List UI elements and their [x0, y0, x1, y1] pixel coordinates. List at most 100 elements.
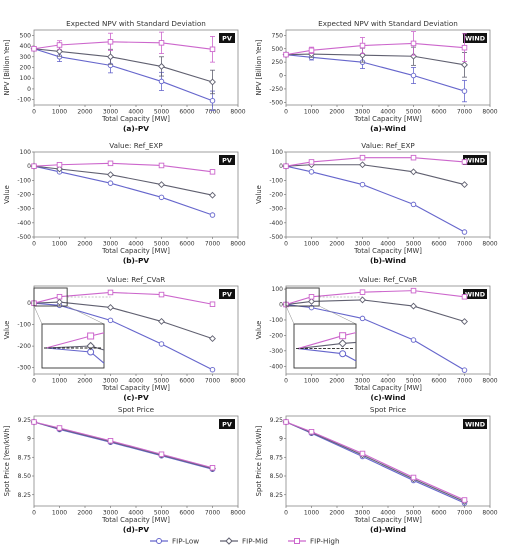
plot-frame	[285, 415, 491, 507]
data-point-high	[107, 160, 114, 167]
data-point-low	[107, 317, 114, 324]
data-point-high	[56, 42, 63, 48]
x-tick-label: 6000	[431, 109, 446, 116]
y-tick-label: -100	[17, 322, 31, 329]
data-point-mid	[359, 161, 366, 169]
y-tick-label: 8.50	[270, 473, 284, 480]
data-point-mid	[461, 181, 468, 189]
zoom-connector	[285, 305, 295, 325]
x-tick-label: 6000	[431, 241, 446, 248]
region-badge-label: WIND	[465, 35, 485, 43]
chart-spot-pv: 0 1000 2000 3000 4000 5000 6000 7000 8000 8.25 8.5…	[3, 405, 246, 534]
x-tick-label: 8000	[482, 109, 497, 116]
x-tick-label: 5000	[406, 378, 421, 385]
data-point-high	[461, 294, 468, 300]
x-tick-label: 5000	[154, 378, 169, 385]
y-tick-label: 9.25	[270, 417, 284, 424]
plot-frame	[285, 29, 491, 106]
data-point-high	[107, 289, 114, 296]
x-tick-label: 5000	[406, 510, 421, 517]
legend-label: FIP-High	[310, 537, 340, 546]
panel-caption: (d)-Wind	[370, 525, 406, 534]
region-badge	[463, 155, 487, 165]
data-point-high	[158, 291, 165, 298]
panel-caption: (a)-Wind	[370, 124, 406, 133]
x-tick-label: 6000	[431, 378, 446, 385]
y-tick-label: 200	[20, 65, 32, 72]
x-tick-label: 6000	[431, 510, 446, 517]
chart-cvar-wind: 0 1000 2000 3000 4000 5000 6000 7000 8000-400-30…	[255, 275, 498, 402]
data-point-high	[107, 39, 114, 45]
data-point-high	[461, 159, 468, 165]
y-tick-label: 0	[279, 73, 283, 80]
x-tick-label: 4000	[380, 109, 395, 116]
data-point-high	[359, 42, 366, 49]
x-tick-label: 2000	[329, 510, 344, 517]
x-tick-label: 4000	[128, 109, 143, 116]
x-tick-label: 7000	[457, 378, 472, 385]
data-point-low	[461, 367, 468, 373]
data-point-low	[461, 229, 468, 235]
x-tick-label: 6000	[179, 241, 194, 248]
y-tick-label: -250	[269, 86, 283, 93]
x-axis-label: Total Capacity [MW]	[101, 384, 170, 392]
x-tick-label: 7000	[205, 109, 220, 116]
x-tick-label: 7000	[205, 510, 220, 517]
x-tick-label: 0	[284, 510, 288, 517]
y-tick-label: -500	[269, 234, 283, 241]
x-tick-label: 0	[32, 378, 36, 385]
data-point-mid	[107, 171, 114, 179]
data-point-high	[461, 497, 468, 503]
y-tick-label: 500	[272, 46, 284, 53]
y-tick-label: -500	[17, 234, 31, 241]
inset-point	[338, 339, 347, 348]
y-tick-label: 8.50	[18, 473, 32, 480]
legend-label: FIP-Mid	[242, 537, 268, 546]
x-tick-label: 8000	[230, 510, 245, 517]
x-tick-label: 1000	[52, 241, 67, 248]
chart-title: Value: Ref_EXP	[361, 141, 415, 150]
panel-caption: (d)-PV	[123, 525, 150, 534]
legend-label: FIP-Low	[172, 537, 199, 546]
legend-marker	[294, 538, 300, 544]
legend-marker	[156, 538, 162, 544]
data-point-mid	[461, 61, 468, 69]
x-tick-label: 5000	[154, 241, 169, 248]
y-tick-label: 100	[20, 75, 32, 82]
x-tick-label: 3000	[103, 109, 118, 116]
x-tick-label: 2000	[77, 241, 92, 248]
x-tick-label: 1000	[52, 109, 67, 116]
x-tick-label: 3000	[355, 241, 370, 248]
x-tick-label: 1000	[304, 109, 319, 116]
x-axis-label: Total Capacity [MW]	[353, 247, 422, 255]
data-point-low	[158, 78, 165, 85]
y-tick-label: -200	[17, 343, 31, 350]
data-point-mid	[410, 302, 417, 310]
data-point-high	[359, 154, 366, 161]
data-point-high	[158, 162, 165, 169]
data-point-low	[308, 304, 315, 311]
data-point-high	[56, 293, 63, 300]
data-point-low	[158, 194, 165, 201]
y-tick-label: -200	[17, 192, 31, 199]
x-tick-label: 4000	[128, 241, 143, 248]
y-tick-label: 0	[279, 163, 283, 170]
region-badge-label: WIND	[465, 421, 485, 429]
y-tick-label: 8.25	[18, 492, 32, 499]
y-axis-label: NPV [Billion Yen]	[255, 39, 263, 95]
x-tick-label: 2000	[77, 109, 92, 116]
data-point-high	[410, 40, 417, 47]
x-tick-label: 3000	[103, 378, 118, 385]
y-tick-label: 9	[279, 436, 283, 443]
y-tick-label: -400	[269, 220, 283, 227]
y-tick-label: 500	[20, 32, 32, 39]
x-tick-label: 0	[284, 378, 288, 385]
data-point-mid	[158, 181, 165, 189]
legend-marker	[225, 537, 233, 545]
x-tick-label: 3000	[355, 510, 370, 517]
data-point-low	[359, 315, 366, 322]
x-tick-label: 0	[32, 510, 36, 517]
x-tick-label: 6000	[179, 109, 194, 116]
region-badge	[219, 289, 235, 299]
